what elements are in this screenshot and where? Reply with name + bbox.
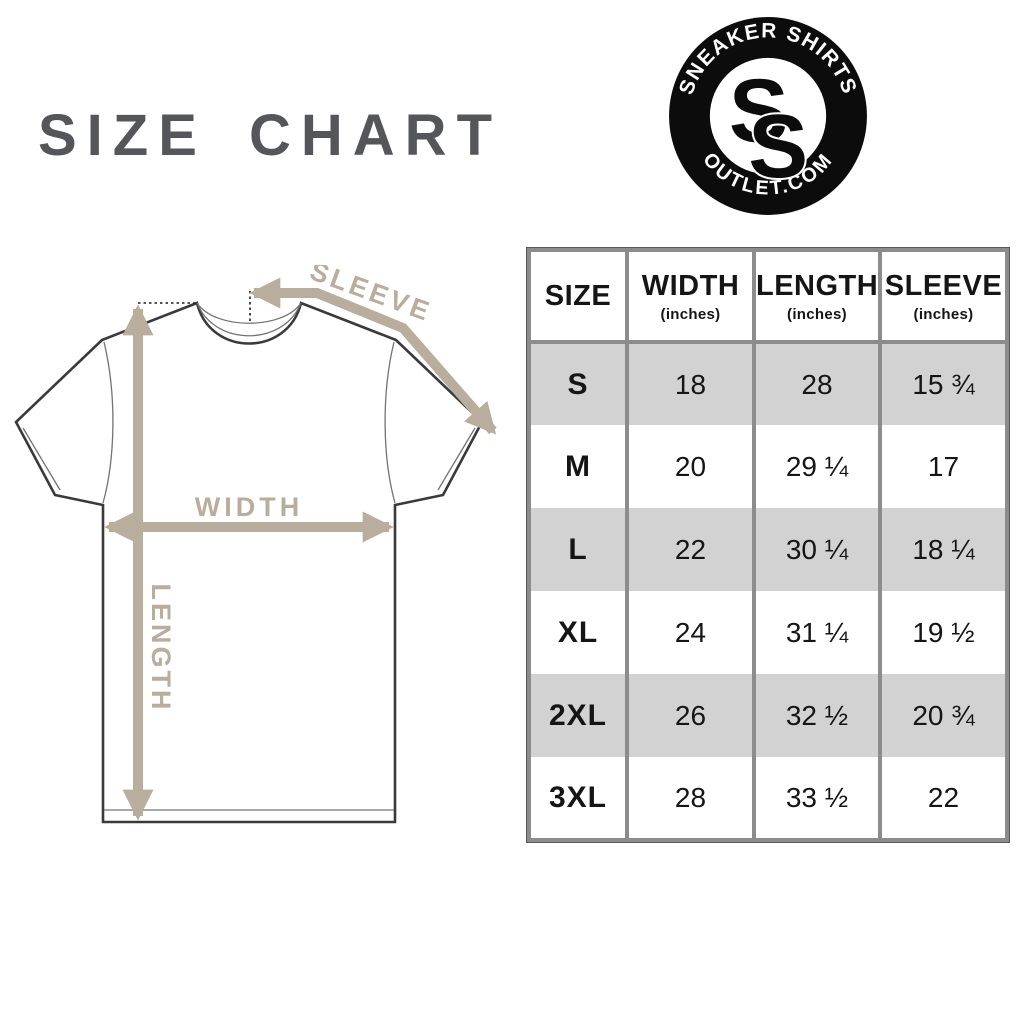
size-table: SIZE WIDTH (inches) LENGTH (inches) SLEE… (526, 247, 1010, 843)
table-row: M 20 29 ¼ 17 (529, 425, 1007, 508)
logo-inner-circle (709, 57, 827, 175)
table-row: S 18 28 15 ¾ (529, 342, 1007, 425)
dotted-guides (138, 291, 251, 322)
sleeve-value-cell: 22 (878, 757, 1007, 840)
column-header-size: SIZE (529, 250, 627, 344)
column-header-label: WIDTH (641, 269, 740, 302)
sleeve-arrow (249, 277, 497, 435)
sleeve-value-cell: 19 ½ (878, 591, 1007, 674)
column-header-label: SIZE (544, 279, 612, 312)
length-value-cell: 29 ¼ (752, 425, 880, 508)
length-value-cell: 32 ½ (752, 674, 880, 757)
table-row: XL 24 31 ¼ 19 ½ (529, 591, 1007, 674)
svg-text:S: S (729, 62, 789, 162)
size-cell: 3XL (548, 780, 608, 814)
column-header-sub: (inches) (787, 305, 847, 323)
length-value-cell: 33 ½ (752, 757, 880, 840)
size-table-body: S 18 28 15 ¾ M 20 29 ¼ 17 L 22 30 ¼ 18 ¼ XL 24 31 ¼ 19 … (529, 342, 1007, 840)
column-header-label: LENGTH (756, 269, 879, 302)
column-header-length: LENGTH (inches) (752, 250, 880, 344)
column-header-sub: (inches) (913, 305, 974, 323)
table-row: 2XL 26 32 ½ 20 ¾ (529, 674, 1007, 757)
size-cell: M (565, 449, 591, 483)
tshirt-outline (14, 301, 484, 824)
brand-logo: SNEAKER SHIRTS OUTLET.COM S S (669, 17, 867, 215)
ss-monogram-icon: S S (729, 62, 810, 200)
tshirt-measurement-diagram: WIDTH LENGTH SLEEVE (14, 265, 497, 824)
sleeve-value-cell: 18 ¼ (878, 508, 1007, 591)
size-cell: S (567, 367, 589, 401)
measurement-arrows (104, 277, 497, 821)
column-header-label: SLEEVE (884, 269, 1003, 302)
length-value-cell: 31 ¼ (752, 591, 880, 674)
size-table-header: SIZE WIDTH (inches) LENGTH (inches) SLEE… (529, 250, 1007, 344)
width-value-cell: 22 (625, 508, 754, 591)
length-value-cell: 28 (752, 342, 880, 425)
size-cell: XL (557, 615, 599, 649)
size-cell: 2XL (548, 698, 608, 732)
sleeve-value-cell: 15 ¾ (878, 342, 1007, 425)
svg-text:S: S (748, 97, 808, 197)
width-value-cell: 26 (625, 674, 754, 757)
width-value-cell: 18 (625, 342, 754, 425)
sleeve-value-cell: 20 ¾ (878, 674, 1007, 757)
column-header-sleeve: SLEEVE (inches) (878, 250, 1007, 344)
width-value-cell: 28 (625, 757, 754, 840)
column-header-sub: (inches) (660, 305, 721, 323)
width-value-cell: 24 (625, 591, 754, 674)
size-cell: L (568, 532, 588, 566)
length-value-cell: 30 ¼ (752, 508, 880, 591)
table-row: 3XL 28 33 ½ 22 (529, 757, 1007, 840)
sleeve-value-cell: 17 (878, 425, 1007, 508)
page-title: SIZE CHART (38, 103, 502, 168)
width-value-cell: 20 (625, 425, 754, 508)
width-arrow-label: WIDTH (195, 492, 303, 522)
length-arrow-label: LENGTH (146, 584, 176, 713)
table-row: L 22 30 ¼ 18 ¼ (529, 508, 1007, 591)
column-header-width: WIDTH (inches) (625, 250, 754, 344)
